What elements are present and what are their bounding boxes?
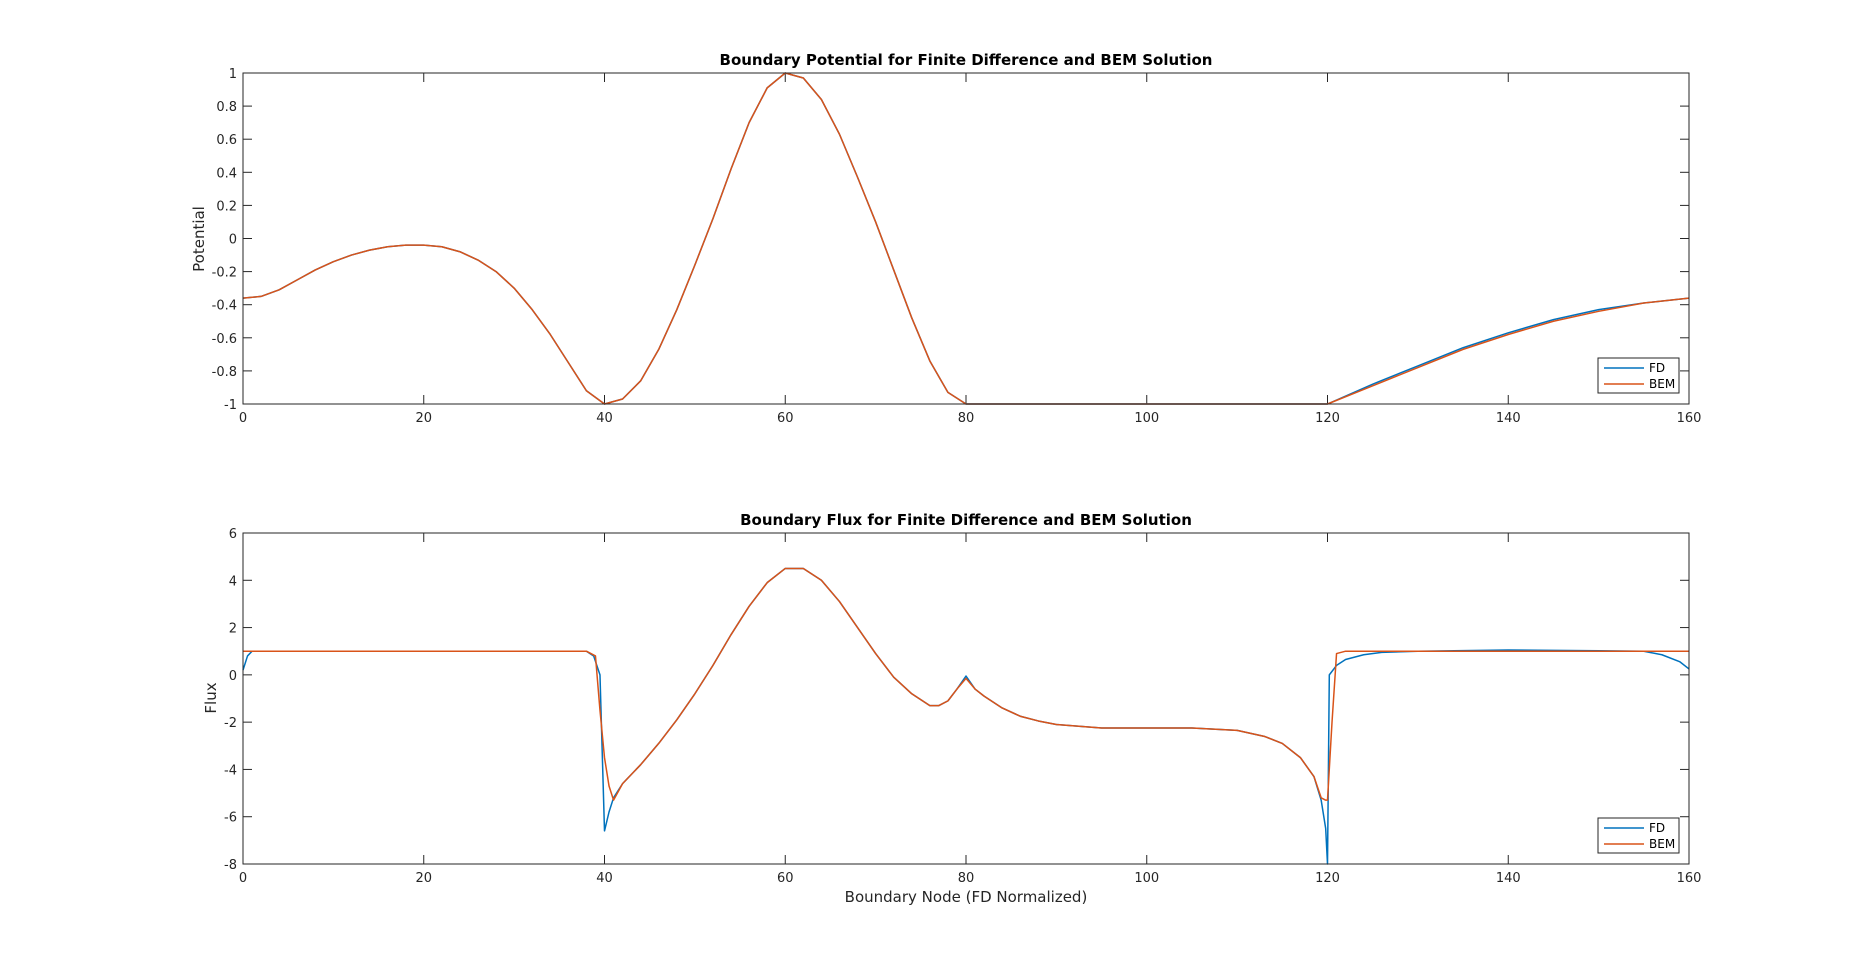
potential-legend-fd-label: FD <box>1649 361 1665 375</box>
potential-x-tick-label: 80 <box>958 411 975 426</box>
flux-legend-fd-label: FD <box>1649 821 1665 835</box>
flux-x-tick-label: 40 <box>596 871 613 886</box>
potential-legend: FD BEM <box>1597 357 1680 394</box>
potential-y-tick-label: -0.4 <box>212 299 237 314</box>
flux-y-tick-label: -2 <box>224 716 237 731</box>
potential-x-tick-label: 160 <box>1677 411 1702 426</box>
potential-x-tick-label: 120 <box>1315 411 1340 426</box>
potential-y-axis-label: Potential <box>190 206 208 272</box>
plot-area-potential <box>243 73 1689 404</box>
flux-legend: FD BEM <box>1597 817 1680 854</box>
flux-x-axis-label: Boundary Node (FD Normalized) <box>845 888 1088 906</box>
subplot-flux: Boundary Flux for Finite Difference and … <box>202 511 1701 906</box>
flux-series <box>242 567 1690 865</box>
flux-ticks: 0 20 40 60 80 100 120 140 160 -8 -6 -4 -2 0 2 4 6 <box>224 527 1701 886</box>
potential-y-tick-label: 0.4 <box>216 166 237 181</box>
flux-x-tick-label: 80 <box>958 871 975 886</box>
flux-y-axis-label: Flux <box>202 682 220 713</box>
flux-chart-title: Boundary Flux for Finite Difference and … <box>740 511 1192 529</box>
flux-y-tick-label: 4 <box>229 574 237 589</box>
potential-legend-box <box>1597 357 1680 394</box>
potential-ticks: 0 20 40 60 80 100 120 140 160 -1 -0.8 -0.6 -0.4 -0.2 0… <box>212 67 1702 426</box>
flux-x-tick-label: 0 <box>239 871 247 886</box>
potential-y-tick-label: -0.6 <box>212 332 237 347</box>
flux-axes-box <box>242 532 1690 865</box>
potential-y-tick-label: 1 <box>229 67 237 82</box>
potential-y-tick-label: -1 <box>224 398 237 413</box>
potential-x-tick-label: 40 <box>596 411 613 426</box>
flux-series-bem-line <box>243 567 1689 801</box>
plot-area-flux <box>243 533 1689 864</box>
potential-x-tick-label: 20 <box>415 411 432 426</box>
flux-legend-bem-label: BEM <box>1649 837 1675 851</box>
potential-y-tick-label: 0.2 <box>216 199 237 214</box>
flux-y-tick-label: -4 <box>224 763 237 778</box>
potential-y-tick-label: 0 <box>229 233 237 248</box>
flux-y-tick-label: 6 <box>229 527 237 542</box>
flux-y-tick-label: -6 <box>224 811 237 826</box>
potential-x-tick-label: 100 <box>1134 411 1159 426</box>
potential-x-tick-label: 0 <box>239 411 247 426</box>
potential-chart-title: Boundary Potential for Finite Difference… <box>720 51 1213 69</box>
potential-x-tick-label: 140 <box>1496 411 1521 426</box>
potential-y-tick-label: 0.8 <box>216 100 237 115</box>
flux-legend-box <box>1597 817 1680 854</box>
potential-y-tick-label: -0.8 <box>212 365 237 380</box>
subplot-potential: Boundary Potential for Finite Difference… <box>190 51 1701 426</box>
flux-y-tick-label: -8 <box>224 858 237 873</box>
flux-y-tick-label: 0 <box>229 669 237 684</box>
potential-y-tick-label: -0.2 <box>212 266 237 281</box>
potential-legend-bem-label: BEM <box>1649 377 1675 391</box>
flux-x-tick-label: 160 <box>1677 871 1702 886</box>
potential-x-tick-label: 60 <box>777 411 794 426</box>
flux-x-tick-label: 100 <box>1134 871 1159 886</box>
flux-x-tick-label: 120 <box>1315 871 1340 886</box>
flux-x-tick-label: 20 <box>415 871 432 886</box>
flux-x-tick-label: 140 <box>1496 871 1521 886</box>
flux-x-tick-label: 60 <box>777 871 794 886</box>
potential-y-tick-label: 0.6 <box>216 133 237 148</box>
potential-axes-box <box>242 72 1690 405</box>
flux-y-tick-label: 2 <box>229 622 237 637</box>
